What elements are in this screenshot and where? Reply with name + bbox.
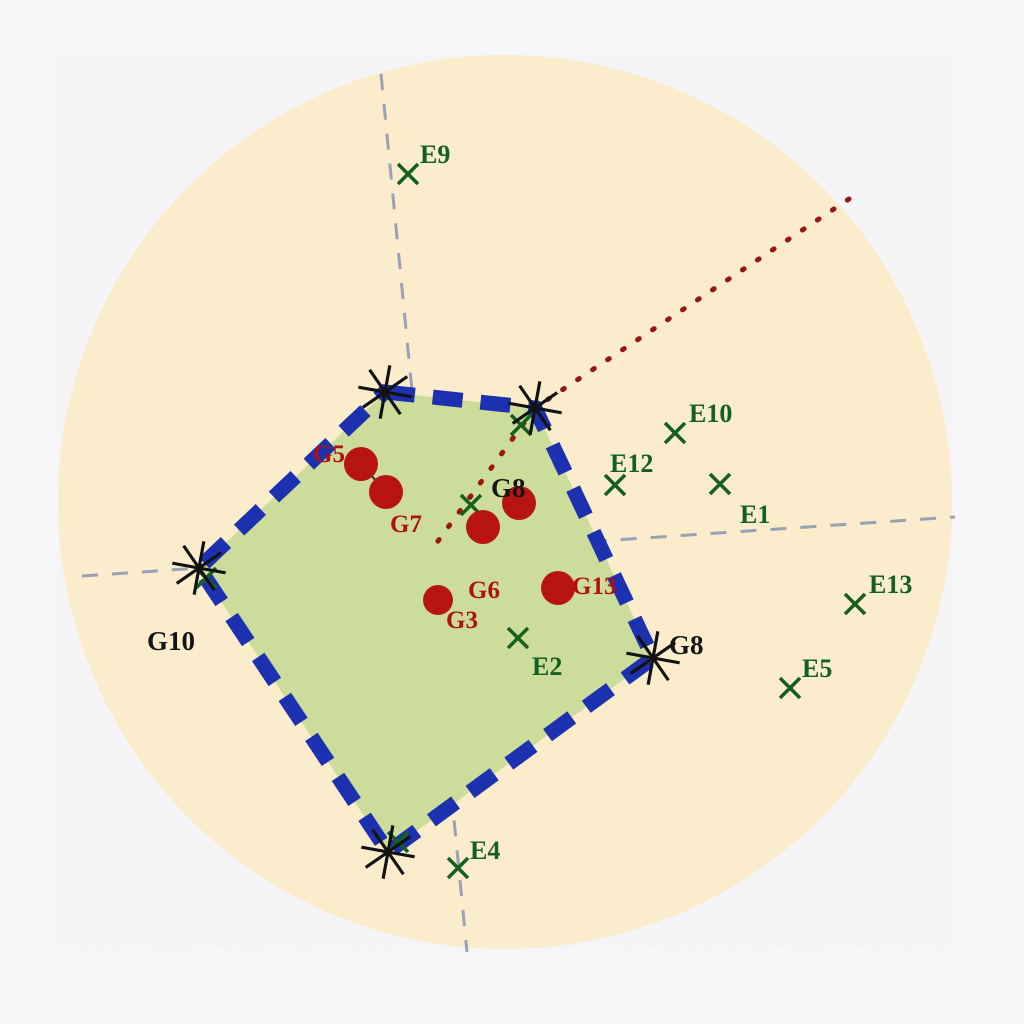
goal-marker-g5[interactable] <box>344 447 378 481</box>
evidence-marker-e10[interactable] <box>663 421 687 445</box>
evidence-marker-e5[interactable] <box>778 676 802 700</box>
evidence-marker-e2[interactable] <box>506 626 530 650</box>
evidence-marker-e1[interactable] <box>708 472 732 496</box>
evidence-marker[interactable] <box>509 413 533 437</box>
goal-markers-group[interactable] <box>344 447 575 615</box>
vertex-marker[interactable] <box>358 365 412 419</box>
evidence-marker-e9[interactable] <box>396 162 420 186</box>
vertex-marker-g10[interactable] <box>172 541 226 595</box>
horizontal-axis <box>81 515 956 578</box>
vertex-marker[interactable] <box>508 381 562 435</box>
goal-marker-g6[interactable] <box>423 585 453 615</box>
goal-marker-g7[interactable] <box>369 475 403 509</box>
goal-marker[interactable] <box>502 486 536 520</box>
evidence-marker-e13[interactable] <box>843 592 867 616</box>
evidence-markers-group[interactable] <box>194 162 867 880</box>
vertex-markers-group[interactable] <box>172 365 680 879</box>
goal-marker-g8[interactable] <box>466 510 500 544</box>
vertex-marker-g8[interactable] <box>626 631 680 685</box>
evidence-marker-e4[interactable] <box>446 856 470 880</box>
region-polygon-edge[interactable] <box>189 384 663 863</box>
goal-marker-g13[interactable] <box>541 571 575 605</box>
evidence-marker-e12[interactable] <box>603 473 627 497</box>
vertex-marker[interactable] <box>361 825 415 879</box>
